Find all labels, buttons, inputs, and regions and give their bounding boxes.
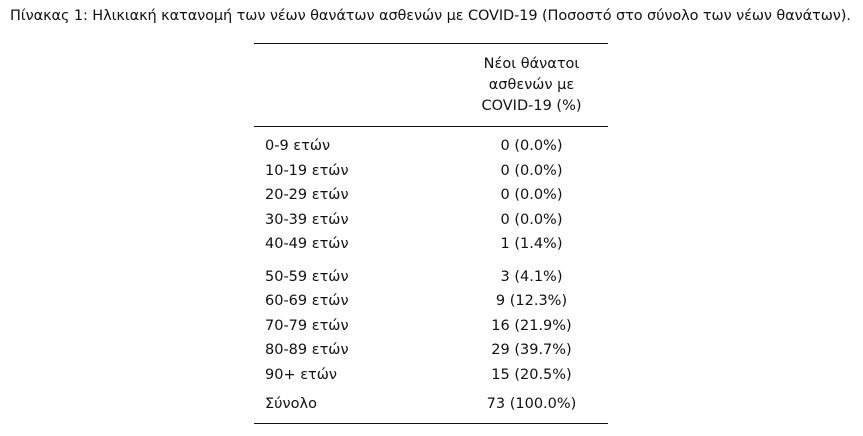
total-value: 73 (100.0%): [486, 396, 577, 413]
age-group-label: 60-69 ετών: [265, 293, 349, 310]
deaths-value: 29 (39.7%): [491, 342, 572, 359]
table-row: 90+ ετών 15 (20.5%): [254, 363, 608, 388]
deaths-value: 15 (20.5%): [491, 366, 572, 383]
header-line: Νέοι θάνατοι: [483, 55, 580, 72]
age-group-label: 20-29 ετών: [265, 187, 349, 204]
age-group-label: 50-59 ετών: [265, 268, 349, 285]
table-row: 80-89 ετών 29 (39.7%): [254, 338, 608, 363]
age-group-label: 40-49 ετών: [265, 236, 349, 253]
table-header: Νέοι θάνατοι ασθενών με COVID-19 (%): [254, 44, 608, 126]
header-rule: [254, 126, 608, 127]
table-row: 10-19 ετών 0 (0.0%): [254, 159, 608, 184]
header-line: ασθενών με: [488, 76, 575, 93]
age-group-label: 0-9 ετών: [265, 138, 331, 155]
age-group-label: 10-19 ετών: [265, 162, 349, 179]
deaths-value: 16 (21.9%): [491, 317, 572, 334]
table-row: 70-79 ετών 16 (21.9%): [254, 314, 608, 339]
group-spacer: [254, 257, 608, 265]
table-row: 0-9 ετών 0 (0.0%): [254, 134, 608, 159]
table-row: 60-69 ετών 9 (12.3%): [254, 289, 608, 314]
deaths-value: 0 (0.0%): [500, 211, 563, 228]
table-row: 50-59 ετών 3 (4.1%): [254, 265, 608, 290]
age-group-label: 80-89 ετών: [265, 342, 349, 359]
header-label-cell: [254, 44, 451, 126]
table-total: Σύνολο 73 (100.0%): [254, 387, 608, 423]
table-body: 0-9 ετών 0 (0.0%) 10-19 ετών 0 (0.0%) 20…: [254, 127, 608, 387]
bottom-rule: [254, 422, 608, 424]
top-rule: [254, 43, 608, 44]
total-row: Σύνολο 73 (100.0%): [254, 392, 608, 417]
deaths-value: 9 (12.3%): [495, 293, 568, 310]
table-row: 20-29 ετών 0 (0.0%): [254, 183, 608, 208]
header-value-cell: Νέοι θάνατοι ασθενών με COVID-19 (%): [451, 44, 608, 126]
deaths-value: 1 (1.4%): [500, 236, 563, 253]
age-group-label: 90+ ετών: [265, 366, 338, 383]
age-group-label: 70-79 ετών: [265, 317, 349, 334]
age-group-label: 30-39 ετών: [265, 211, 349, 228]
table-row: 30-39 ετών 0 (0.0%): [254, 208, 608, 233]
deaths-value: 0 (0.0%): [500, 138, 563, 155]
deaths-value: 3 (4.1%): [500, 268, 563, 285]
total-label: Σύνολο: [265, 396, 317, 413]
age-distribution-table: Νέοι θάνατοι ασθενών με COVID-19 (%) 0-9…: [254, 43, 608, 424]
table-caption: Πίνακας 1: Ηλικιακή κατανομή των νέων θα…: [10, 8, 851, 24]
table-row: 40-49 ετών 1 (1.4%): [254, 232, 608, 257]
header-line: COVID-19 (%): [481, 97, 582, 114]
deaths-value: 0 (0.0%): [500, 162, 563, 179]
deaths-value: 0 (0.0%): [500, 187, 563, 204]
